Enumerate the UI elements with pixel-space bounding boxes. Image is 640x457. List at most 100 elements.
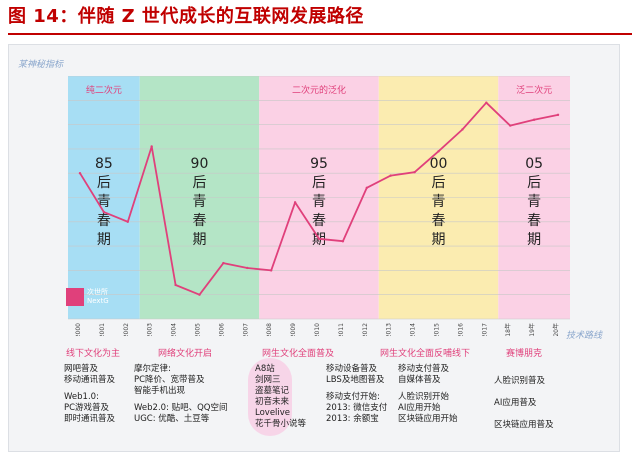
x-tick-label: 2015 bbox=[434, 323, 441, 336]
era-band-text: 春 bbox=[312, 213, 326, 229]
track-line: 2013: 微信支付 bbox=[326, 403, 388, 413]
x-tick-label: 2001 bbox=[99, 323, 106, 336]
track-line: AI应用开始 bbox=[398, 403, 441, 413]
logo-mark bbox=[66, 288, 84, 306]
data-point bbox=[556, 113, 560, 117]
era-band-text: 期 bbox=[432, 232, 446, 248]
x-tick-label: 2012 bbox=[362, 323, 369, 336]
x-tick-label: 2018年 bbox=[504, 323, 512, 336]
track-header-6: 赛博朋克 bbox=[506, 349, 543, 359]
track-line: PC降价、宽带普及 bbox=[134, 375, 205, 385]
data-point bbox=[389, 174, 392, 177]
track-line: PC游戏普及 bbox=[64, 403, 110, 413]
era-band-text: 春 bbox=[97, 213, 111, 229]
era-band-text: 后 bbox=[312, 175, 326, 191]
track-column-4: 移动设备普及 LBS及地图普及 移动支付开始: 2013: 微信支付 2013:… bbox=[326, 364, 387, 425]
era-band-label: 二次元的泛化 bbox=[292, 84, 346, 96]
y-side-label: 某神秘指标 bbox=[18, 60, 64, 70]
data-point bbox=[341, 240, 345, 243]
era-band-text: 春 bbox=[192, 213, 206, 229]
data-point bbox=[437, 150, 440, 153]
data-point bbox=[246, 266, 249, 270]
era-band-text: 春 bbox=[527, 213, 541, 229]
era-band-text: 后 bbox=[97, 175, 111, 191]
x-tick-label: 2010 bbox=[314, 323, 321, 336]
track-line: 人脸识别开始 bbox=[398, 392, 450, 402]
track-header-2: 网络文化开启 bbox=[158, 349, 213, 359]
track-line: UGC: 优酷、土豆等 bbox=[134, 414, 210, 424]
track-header-5: 网生文化全面反哺线下 bbox=[380, 349, 471, 359]
era-band-text: 期 bbox=[97, 232, 111, 248]
data-point bbox=[78, 172, 82, 175]
x-tick-label: 2004 bbox=[171, 323, 178, 336]
logo-line1: 次世所 bbox=[87, 288, 108, 296]
data-point bbox=[174, 283, 177, 287]
track-header-3: 网生文化全面普及 bbox=[262, 349, 335, 359]
track-column-2: 摩尔定律: PC降价、宽带普及 智能手机出现 Web2.0: 贴吧、QQ空间 U… bbox=[134, 364, 228, 425]
x-tick-label: 2006 bbox=[218, 323, 225, 336]
track-line: AI应用普及 bbox=[494, 398, 537, 408]
era-band-text: 后 bbox=[527, 175, 541, 191]
era-band-text: 期 bbox=[527, 232, 541, 248]
track-column-5: 移动支付普及 自媒体普及 人脸识别开始 AI应用开始 区块链应用开始 bbox=[398, 364, 458, 425]
track-line: LBS及地图普及 bbox=[326, 375, 385, 385]
track-line: 盗墓笔记 bbox=[255, 386, 290, 396]
track-line: 智能手机出现 bbox=[134, 386, 186, 396]
x-tick-label: 2013 bbox=[386, 323, 393, 336]
data-point bbox=[150, 145, 153, 148]
data-point bbox=[269, 269, 273, 272]
track-line: 自媒体普及 bbox=[398, 375, 441, 385]
era-band-text: 青 bbox=[527, 194, 541, 210]
data-point bbox=[509, 124, 512, 127]
logo: 次世所 NextG bbox=[66, 288, 120, 308]
track-line: 剑网三 bbox=[255, 375, 281, 385]
track-line: 人脸识别普及 bbox=[494, 376, 546, 386]
logo-text: 次世所 NextG bbox=[87, 288, 109, 306]
track-line: 2013: 余额宝 bbox=[326, 414, 379, 424]
data-point bbox=[126, 220, 129, 223]
x-tick-label: 2000 bbox=[75, 323, 82, 336]
data-point bbox=[461, 128, 464, 131]
title-rule bbox=[8, 33, 632, 35]
track-gap bbox=[494, 387, 554, 398]
era-band-text: 青 bbox=[97, 194, 111, 210]
figure-title: 图 14：伴随 Z 世代成长的互联网发展路径 bbox=[8, 6, 364, 27]
x-tick-label: 2020年 bbox=[552, 323, 560, 336]
era-band-text: 00 bbox=[430, 156, 448, 172]
x-tick-label: 2011 bbox=[338, 323, 345, 336]
data-point bbox=[365, 186, 369, 189]
data-point bbox=[222, 261, 225, 265]
data-point bbox=[413, 171, 416, 174]
data-point bbox=[102, 210, 106, 214]
highlight-circle bbox=[248, 358, 292, 436]
track-column-1: 网吧普及 移动通讯普及 Web1.0: PC游戏普及 即时通讯普及 bbox=[64, 364, 115, 425]
era-band-text: 05 bbox=[525, 156, 543, 172]
data-point bbox=[532, 118, 536, 121]
x-tick-label: 2017 bbox=[481, 323, 488, 336]
x-tick-label: 2009 bbox=[290, 323, 297, 336]
track-line: 即时通讯普及 bbox=[64, 414, 116, 424]
track-line: 区块链应用开始 bbox=[398, 414, 458, 424]
track-column-6: 人脸识别普及 AI应用普及 区块链应用普及 bbox=[494, 376, 554, 431]
x-tick-label: 2014 bbox=[410, 323, 417, 336]
era-band-text: 期 bbox=[192, 232, 206, 248]
era-band-text: 青 bbox=[432, 194, 446, 210]
era-band-label: 纯二次元 bbox=[86, 84, 122, 96]
x-tick-label: 2005 bbox=[194, 323, 201, 336]
era-band-label: 泛二次元 bbox=[516, 84, 552, 96]
track-line: 移动支付开始: bbox=[326, 392, 380, 402]
track-line: Web2.0: 贴吧、QQ空间 bbox=[134, 403, 228, 413]
logo-line2: NextG bbox=[87, 297, 109, 305]
x-tick-label: 2019年 bbox=[528, 323, 536, 336]
era-band-text: 95 bbox=[310, 156, 328, 172]
era-band-text: 青 bbox=[312, 194, 326, 210]
track-line: Lovelive bbox=[255, 408, 291, 418]
track-line: 网吧普及 bbox=[64, 364, 99, 374]
track-line: Web1.0: bbox=[64, 392, 99, 402]
track-line: 花千骨小说等 bbox=[255, 419, 307, 429]
track-line: 移动支付普及 bbox=[398, 364, 450, 374]
x-tick-label: 2002 bbox=[123, 323, 130, 336]
track-line: 初音未来 bbox=[255, 397, 290, 407]
track-column-3: A8站 剑网三 盗墓笔记 初音未来 Lovelive 花千骨小说等 bbox=[255, 364, 306, 430]
